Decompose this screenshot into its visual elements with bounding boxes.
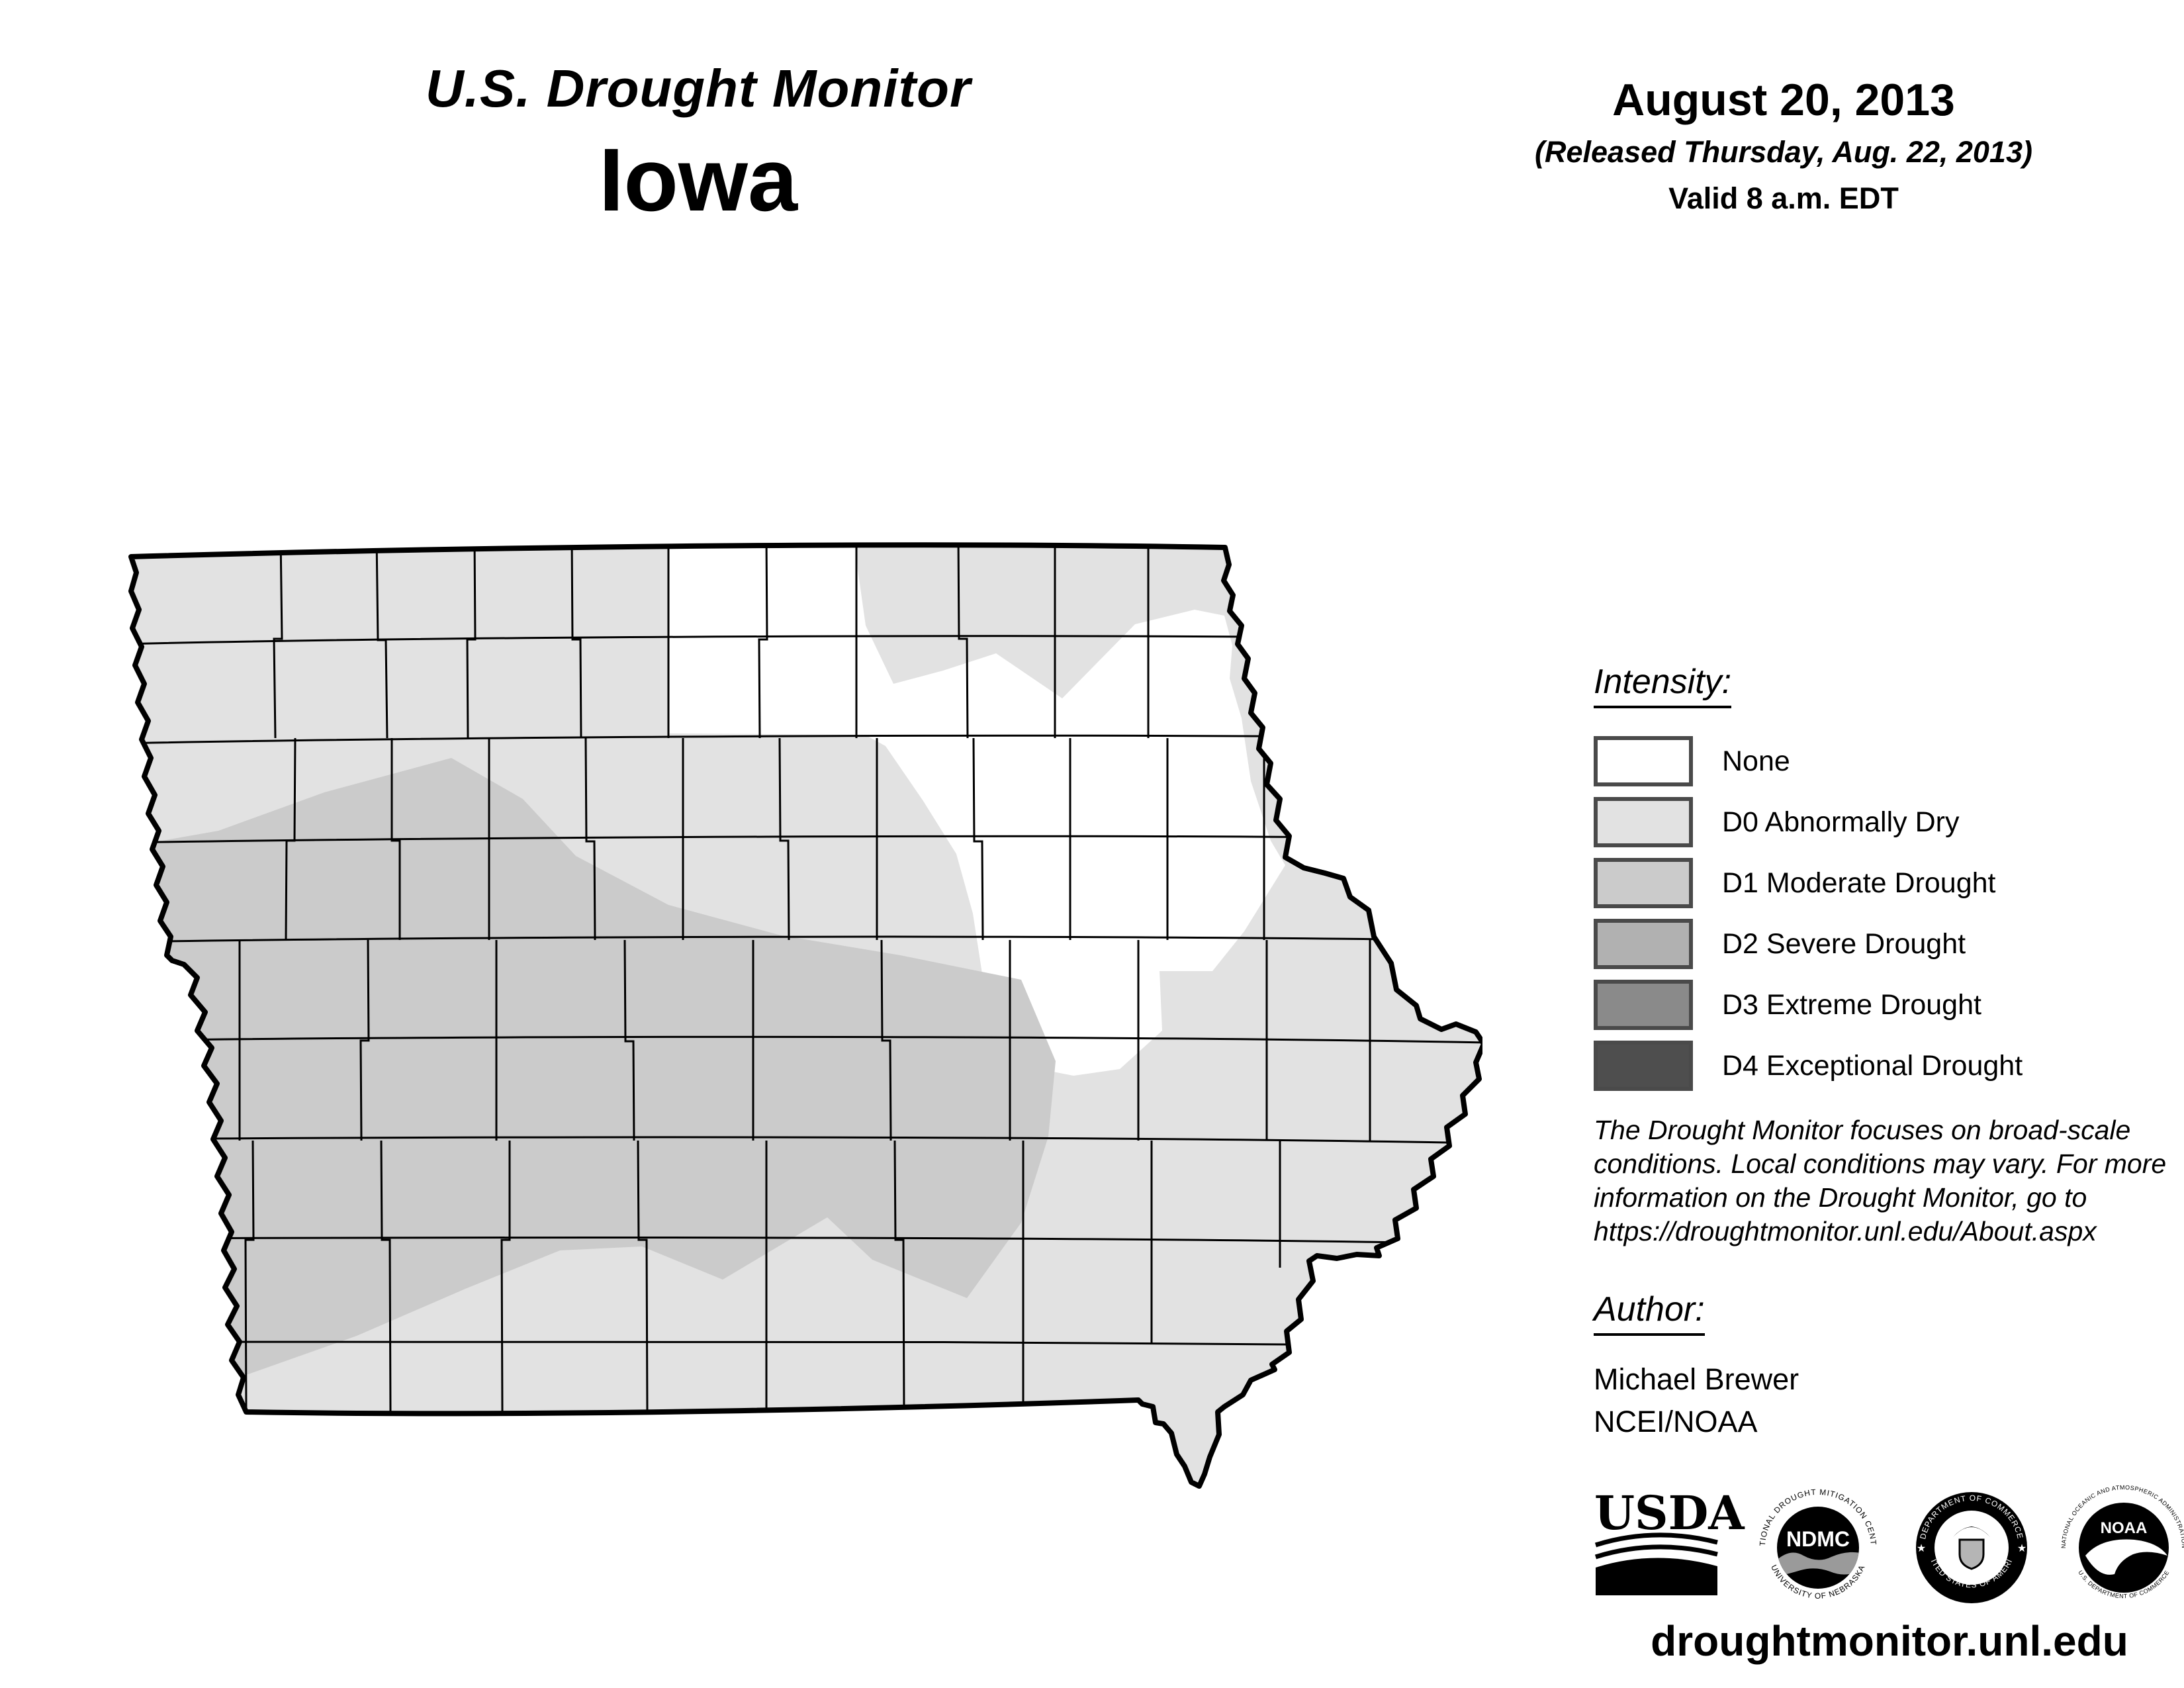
noaa-abbr: NOAA bbox=[2101, 1519, 2148, 1537]
legend-item-d2: D2 Severe Drought bbox=[1594, 919, 2176, 969]
legend-item-d4: D4 Exceptional Drought bbox=[1594, 1041, 2176, 1091]
author-block: Author: Michael Brewer NCEI/NOAA bbox=[1594, 1289, 1799, 1439]
site-url: droughtmonitor.unl.edu bbox=[1651, 1617, 2128, 1665]
usda-swoosh-line1 bbox=[1594, 1532, 1718, 1548]
disclaimer: The Drought Monitor focuses on broad-sca… bbox=[1594, 1113, 2176, 1248]
usda-logo-text: USDA bbox=[1594, 1485, 1745, 1540]
legend-heading: Intensity: bbox=[1594, 662, 1732, 708]
iowa-drought-map bbox=[128, 542, 1482, 1489]
page-title: U.S. Drought Monitor bbox=[425, 59, 972, 118]
legend-label: D0 Abnormally Dry bbox=[1722, 806, 1960, 838]
release-date: (Released Thursday, Aug. 22, 2013) bbox=[1535, 135, 2032, 169]
noaa-logo: NATIONAL OCEANIC AND ATMOSPHERIC ADMINIS… bbox=[2060, 1484, 2184, 1599]
state-border bbox=[128, 542, 1482, 1489]
legend-label: None bbox=[1722, 745, 1790, 777]
legend-label: D2 Severe Drought bbox=[1722, 927, 1966, 960]
county-lines-vertical-central bbox=[238, 939, 1371, 1141]
usda-swoosh-base bbox=[1596, 1558, 1717, 1595]
legend-label: D1 Moderate Drought bbox=[1722, 867, 1996, 899]
noaa-bird bbox=[2085, 1539, 2167, 1575]
map-date: August 20, 2013 bbox=[1612, 75, 1955, 125]
usda-swoosh-line2 bbox=[1594, 1544, 1718, 1560]
state-name-title: Iowa bbox=[598, 130, 798, 230]
legend: Intensity: None D0 Abnormally Dry D1 Mod… bbox=[1594, 662, 2176, 1102]
header-left: U.S. Drought Monitor Iowa bbox=[218, 58, 1178, 231]
drought-region-none bbox=[668, 545, 1285, 1076]
drought-region-d1 bbox=[131, 758, 1056, 1374]
legend-swatch-none bbox=[1594, 736, 1693, 786]
legend-swatch-d3 bbox=[1594, 980, 1693, 1030]
disclaimer-line: conditions. Local conditions may vary. F… bbox=[1594, 1149, 2167, 1179]
ndmc-abbr: NDMC bbox=[1786, 1527, 1850, 1551]
author-name: Michael Brewer bbox=[1594, 1362, 1799, 1396]
disclaimer-line: The Drought Monitor focuses on broad-sca… bbox=[1594, 1115, 2131, 1145]
header-right: August 20, 2013 (Released Thursday, Aug.… bbox=[1423, 74, 2144, 216]
author-heading: Author: bbox=[1594, 1289, 1705, 1336]
county-lines-vertical-south bbox=[244, 1140, 1281, 1414]
legend-swatch-d0 bbox=[1594, 797, 1693, 847]
legend-swatch-d2 bbox=[1594, 919, 1693, 969]
legend-item-d0: D0 Abnormally Dry bbox=[1594, 797, 2176, 847]
doc-star-right: ★ bbox=[2017, 1543, 2026, 1554]
county-lines-vertical-uppermid bbox=[285, 737, 1265, 941]
disclaimer-link: https://droughtmonitor.unl.edu/About.asp… bbox=[1594, 1216, 2097, 1246]
doc-star-left: ★ bbox=[1917, 1543, 1926, 1554]
legend-swatch-d4 bbox=[1594, 1041, 1693, 1091]
doc-shield bbox=[1958, 1538, 1985, 1570]
legend-rows: None D0 Abnormally Dry D1 Moderate Droug… bbox=[1594, 736, 2176, 1091]
disclaimer-line: information on the Drought Monitor, go t… bbox=[1594, 1182, 2087, 1213]
legend-label: D4 Exceptional Drought bbox=[1722, 1049, 2023, 1082]
author-org: NCEI/NOAA bbox=[1594, 1405, 1758, 1438]
ndmc-wave bbox=[1777, 1552, 1859, 1577]
valid-time: Valid 8 a.m. EDT bbox=[1668, 181, 1899, 215]
county-lines-vertical-north bbox=[273, 545, 1150, 739]
legend-item-none: None bbox=[1594, 736, 2176, 786]
usda-logo: USDA bbox=[1594, 1485, 1745, 1595]
agency-logos: USDA NATIONAL DROUGHT MITIGATION CENTER … bbox=[1585, 1481, 2184, 1603]
legend-item-d1: D1 Moderate Drought bbox=[1594, 858, 2176, 908]
legend-swatch-d1 bbox=[1594, 858, 1693, 908]
legend-label: D3 Extreme Drought bbox=[1722, 988, 1981, 1021]
legend-item-d3: D3 Extreme Drought bbox=[1594, 980, 2176, 1030]
